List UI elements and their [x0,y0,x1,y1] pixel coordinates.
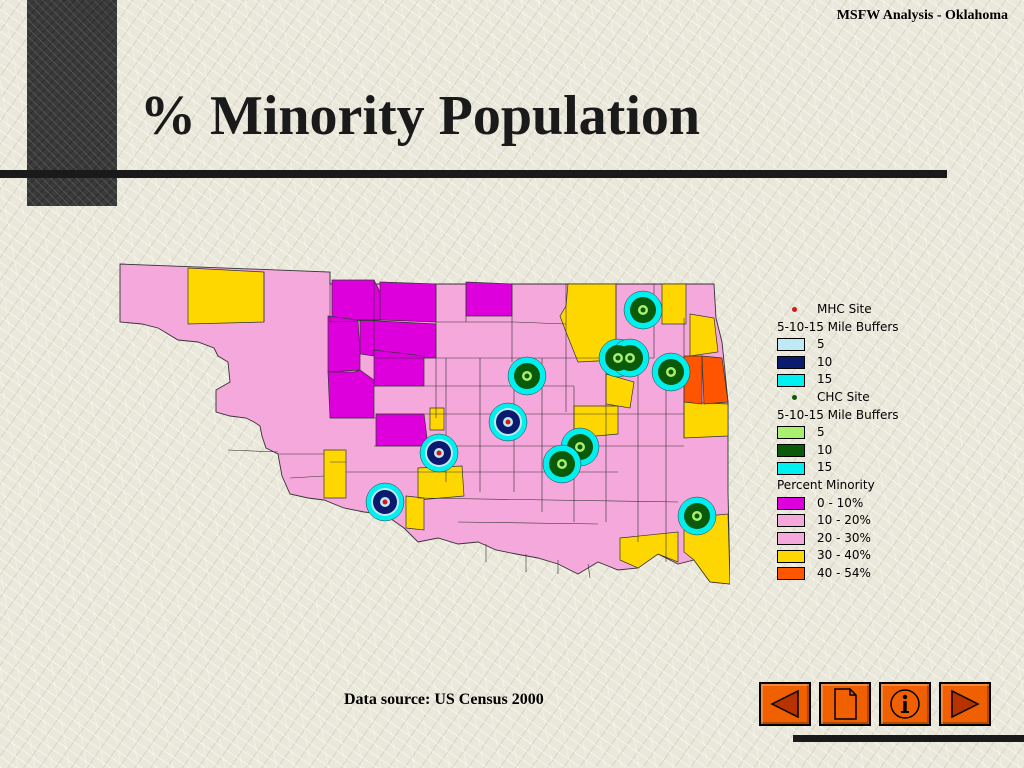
swatch [777,496,805,510]
legend-mhc-buffer-15: 15 [777,371,947,389]
chc-site [651,352,691,392]
legend-class-30-40: 30 - 40% [777,547,947,565]
chc-site [507,356,547,396]
map-legend: MHC Site 5-10-15 Mile Buffers 5 10 15 CH… [777,301,947,583]
previous-button[interactable] [759,682,811,726]
swatch [777,532,805,546]
chc-site [542,444,582,484]
next-button[interactable] [939,682,991,726]
legend-mhc-site: MHC Site [777,301,947,319]
counties-30-40 [187,267,730,585]
legend-class-10-20: 10 - 20% [777,512,947,530]
swatch [777,356,805,370]
arrow-right-icon [951,689,980,719]
data-source-note: Data source: US Census 2000 [344,691,544,708]
counties-40-54 [683,355,729,405]
slide-header: MSFW Analysis - Oklahoma [836,8,1008,23]
legend-mhc-buffer-10: 10 [777,354,947,372]
chc-site [623,290,663,330]
legend-mhc-buffer-5: 5 [777,336,947,354]
swatch [777,549,805,563]
document-button[interactable] [819,682,871,726]
arrow-left-icon [770,689,799,719]
legend-chc-buffer-15: 15 [777,459,947,477]
title-divider [0,170,947,178]
legend-class-0-10: 0 - 10% [777,495,947,513]
swatch [777,338,805,352]
mhc-site [419,433,459,473]
chc-dot-icon [792,394,797,400]
info-icon [890,689,920,719]
mhc-dot-icon [792,307,797,312]
footer-divider [793,735,1024,742]
mhc-site [365,482,405,522]
swatch [777,426,805,440]
legend-chc-buffers-heading: 5-10-15 Mile Buffers [777,407,899,422]
legend-chc-buffer-10: 10 [777,442,947,460]
legend-chc-site: CHC Site [777,389,947,407]
slide-navigation [759,682,991,726]
swatch [777,373,805,387]
legend-class-40-54: 40 - 54% [777,565,947,583]
swatch [777,567,805,581]
page-title: % Minority Population [140,85,701,147]
legend-mhc-buffers-heading: 5-10-15 Mile Buffers [777,319,899,334]
oklahoma-map [119,263,730,585]
document-icon [834,688,857,720]
legend-percent-minority-heading: Percent Minority [777,477,875,492]
swatch [777,514,805,528]
legend-class-20-30: 20 - 30% [777,530,947,548]
counties-0-10 [327,279,513,447]
info-button[interactable] [879,682,931,726]
swatch [777,444,805,458]
chc-site [598,338,650,378]
chc-site [677,496,717,536]
mhc-site [488,402,528,442]
legend-chc-buffer-5: 5 [777,424,947,442]
swatch [777,461,805,475]
